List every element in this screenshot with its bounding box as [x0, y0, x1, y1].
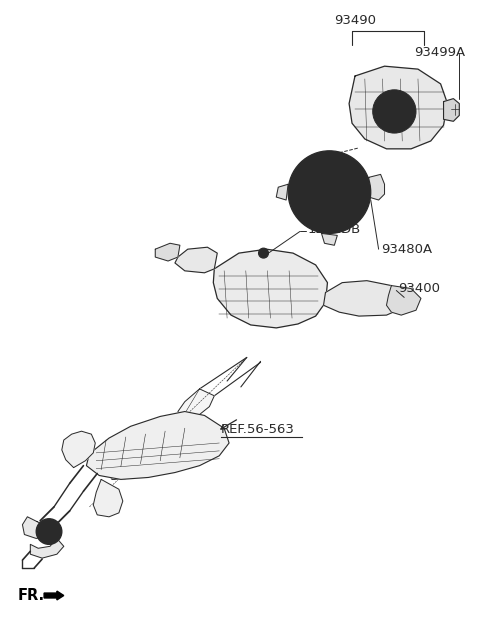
Polygon shape	[93, 480, 123, 517]
Circle shape	[288, 151, 371, 233]
Text: REF.56-563: REF.56-563	[221, 423, 295, 436]
Polygon shape	[62, 431, 95, 467]
Circle shape	[259, 248, 268, 258]
Text: 93499A: 93499A	[414, 46, 465, 59]
Polygon shape	[324, 280, 404, 316]
Polygon shape	[213, 249, 327, 328]
Polygon shape	[144, 421, 180, 450]
Polygon shape	[276, 185, 288, 200]
Polygon shape	[444, 98, 459, 122]
FancyArrow shape	[44, 591, 64, 600]
Polygon shape	[386, 285, 421, 315]
Circle shape	[36, 519, 62, 545]
Text: 93490: 93490	[334, 14, 376, 27]
Polygon shape	[108, 450, 144, 480]
Text: FR.: FR.	[18, 588, 45, 603]
Polygon shape	[23, 517, 52, 538]
Polygon shape	[30, 538, 64, 558]
Circle shape	[372, 90, 416, 133]
Text: 93400: 93400	[398, 282, 440, 295]
Polygon shape	[178, 389, 214, 419]
Circle shape	[306, 168, 353, 216]
Polygon shape	[155, 243, 180, 261]
Polygon shape	[175, 247, 217, 273]
Polygon shape	[322, 233, 337, 245]
Polygon shape	[349, 66, 447, 149]
Circle shape	[383, 100, 406, 123]
Text: 93480A: 93480A	[382, 242, 432, 256]
Text: 1231DB: 1231DB	[308, 223, 361, 236]
Polygon shape	[369, 174, 384, 200]
Polygon shape	[86, 412, 229, 480]
